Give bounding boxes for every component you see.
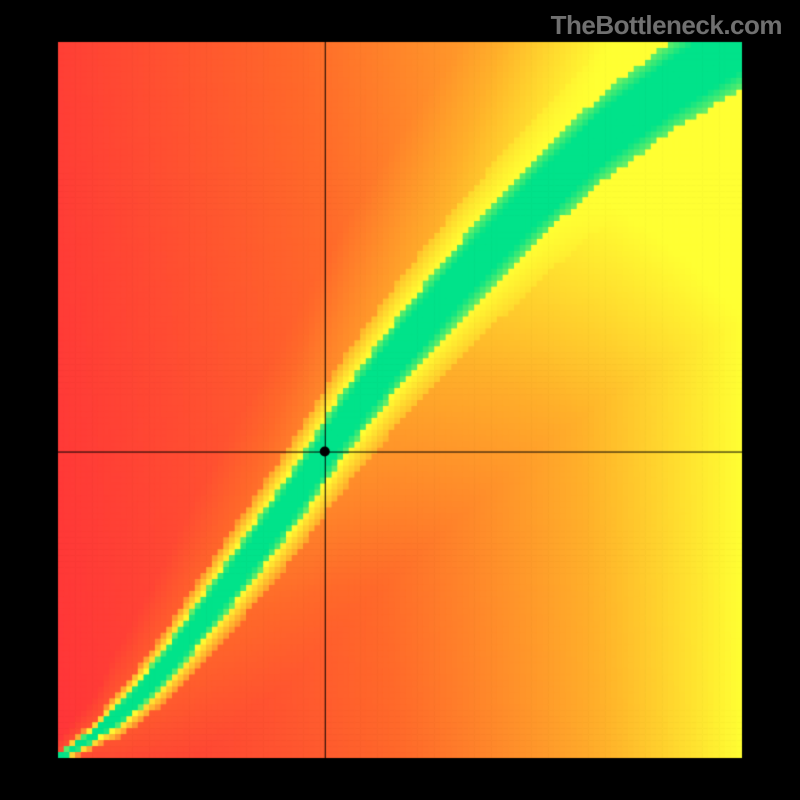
watermark-text: TheBottleneck.com: [551, 10, 782, 41]
bottleneck-heatmap: [0, 0, 800, 800]
